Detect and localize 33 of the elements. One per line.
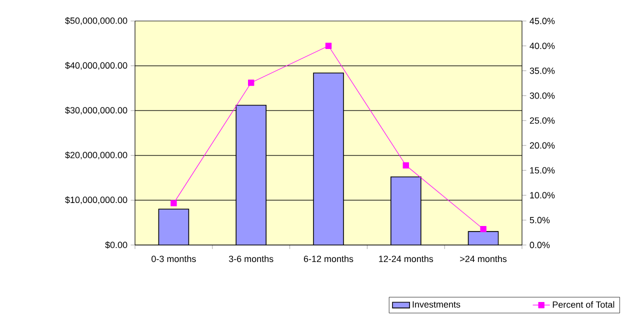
y-tick-label: $40,000,000.00 <box>65 62 128 70</box>
y2-tick-label: 45.0% <box>530 18 555 24</box>
x-tick-label: 0-3 months <box>152 255 196 262</box>
y-tick-label: $50,000,000.00 <box>65 17 128 25</box>
y2-tick-label: 0.0% <box>530 242 550 248</box>
bar <box>313 72 344 245</box>
point <box>480 226 486 232</box>
point <box>325 42 332 49</box>
legend-label: Investments <box>412 301 460 308</box>
y-tick-label: $0.00 <box>105 241 128 249</box>
x-tick-label: >24 months <box>460 255 507 262</box>
x-tick-label: 12-24 months <box>379 255 434 262</box>
y2-tick-label: 40.0% <box>530 42 555 50</box>
y-tick-label: $10,000,000.00 <box>65 196 128 204</box>
x-tick-label: 6-12 months <box>304 255 354 262</box>
y2-tick-label: 5.0% <box>530 216 550 224</box>
bar <box>390 176 422 245</box>
bar <box>158 208 190 245</box>
y-tick-label: $30,000,000.00 <box>65 106 128 114</box>
point <box>170 200 177 206</box>
bar <box>468 231 499 245</box>
bar <box>236 104 266 245</box>
y2-tick-label: 10.0% <box>530 192 555 198</box>
x-tick-label: 3-6 months <box>228 255 274 262</box>
y2-tick-label: 35.0% <box>530 68 555 74</box>
y-tick-label: $20,000,000.00 <box>65 151 128 160</box>
y2-tick-label: 30.0% <box>530 92 555 99</box>
y2-tick-label: 15.0% <box>530 167 555 174</box>
y2-tick-label: 20.0% <box>530 142 555 149</box>
point <box>248 80 254 86</box>
legend-label: Percent of Total <box>552 301 614 308</box>
point <box>402 162 409 168</box>
y2-tick-label: 25.0% <box>530 117 555 124</box>
